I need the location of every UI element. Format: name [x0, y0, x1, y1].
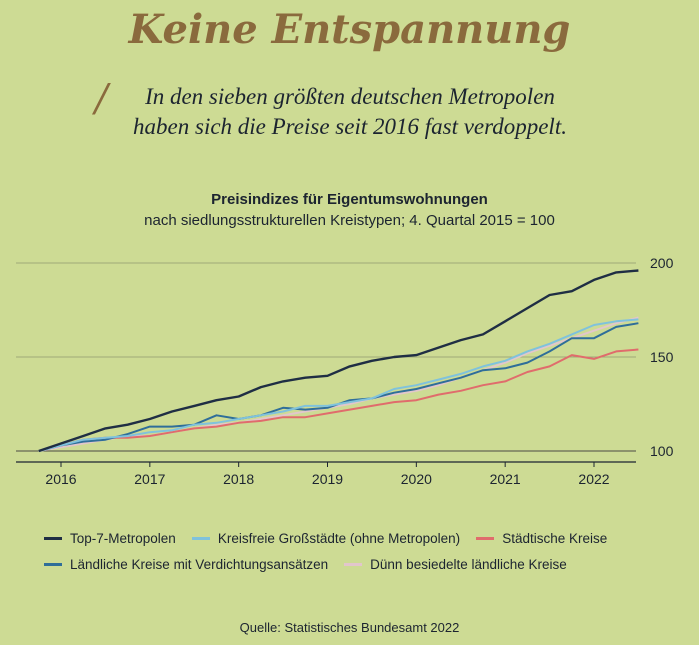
legend-item-top7: Top-7-Metropolen	[44, 531, 176, 546]
legend: Top-7-Metropolen Kreisfreie Großstädte (…	[44, 525, 684, 577]
chart-subtitle: nach siedlungsstrukturellen Kreistypen; …	[144, 212, 555, 229]
x-tick-label-2021: 2021	[490, 471, 521, 487]
headline: Keine Entspannung	[128, 6, 571, 53]
subline-line-2: haben sich die Preise seit 2016 fast ver…	[133, 114, 567, 139]
x-tick-label-2017: 2017	[134, 471, 165, 487]
legend-item-duenn: Dünn besiedelte ländliche Kreise	[344, 557, 567, 572]
legend-item-kreisfrei: Kreisfreie Großstädte (ohne Metropolen)	[191, 530, 461, 546]
legend-label-top7: Top-7-Metropolen	[70, 530, 176, 546]
series-line-1	[38, 318, 639, 452]
series-line-2	[38, 348, 639, 452]
legend-swatch-staedtisch	[476, 536, 495, 540]
grid-lines	[16, 262, 636, 452]
x-tick-label-2018: 2018	[223, 471, 254, 487]
subline: In den sieben größten deutschen Metropol…	[60, 82, 640, 142]
x-tick-label-2016: 2016	[45, 471, 76, 487]
legend-row-1: Top-7-Metropolen Kreisfreie Großstädte (…	[44, 525, 684, 551]
subline-line-1: In den sieben größten deutschen Metropol…	[145, 84, 555, 109]
legend-item-staedtisch: Städtische Kreise	[476, 531, 607, 546]
x-tick-labels: 2016 2017 2018 2019 2020 2021 2022	[45, 471, 609, 487]
source-note: Quelle: Statistisches Bundesamt 2022	[239, 620, 460, 635]
x-tick-label-2022: 2022	[578, 471, 609, 487]
y-tick-labels: 100 150 200	[650, 255, 674, 459]
y-tick-label-150: 150	[650, 349, 674, 365]
legend-swatch-duenn	[344, 562, 363, 566]
y-tick-label-200: 200	[650, 255, 674, 271]
series-line-4	[38, 316, 639, 452]
legend-swatch-kreisfrei	[191, 536, 210, 540]
legend-swatch-laendlich-verdichtet	[44, 562, 62, 566]
series-line-0	[38, 269, 639, 453]
chart-title: Preisindizes für Eigentumswohnungen	[211, 191, 488, 208]
x-tick-label-2020: 2020	[401, 471, 432, 487]
y-tick-label-100: 100	[650, 443, 674, 459]
line-chart: 100 150 200 2016 2017 2018 2019 2020 2021 2022	[16, 255, 674, 487]
series-line-3	[38, 322, 639, 452]
slash-accent-icon: /	[95, 76, 108, 120]
x-axis	[16, 461, 636, 467]
legend-label-staedtisch: Städtische Kreise	[502, 530, 608, 546]
series-lines	[38, 269, 639, 453]
legend-label-duenn: Dünn besiedelte ländliche Kreise	[370, 556, 567, 572]
legend-label-kreisfrei: Kreisfreie Großstädte (ohne Metropolen)	[217, 530, 461, 546]
legend-item-laendlich-verdichtet: Ländliche Kreise mit Verdichtungsansätze…	[44, 557, 328, 572]
legend-label-laendlich-verdichtet: Ländliche Kreise mit Verdichtungsansätze…	[70, 556, 329, 572]
legend-row-2: Ländliche Kreise mit Verdichtungsansätze…	[44, 551, 684, 577]
x-tick-label-2019: 2019	[312, 471, 343, 487]
legend-swatch-top7	[44, 536, 62, 540]
